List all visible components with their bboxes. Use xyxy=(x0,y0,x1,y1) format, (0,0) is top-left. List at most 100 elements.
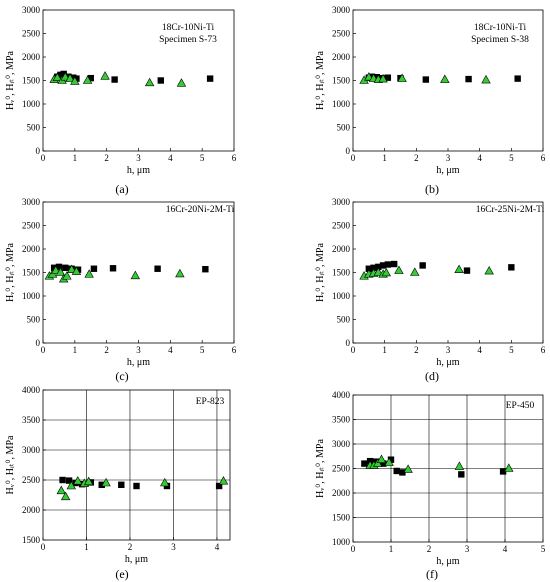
annotation-text: 18Cr-10Ni-Ti xyxy=(474,23,527,33)
y-tick-label: 2500 xyxy=(332,464,351,474)
x-axis-label: h, μm xyxy=(436,165,459,176)
y-tick-label: 0 xyxy=(36,338,41,348)
x-tick-label: 1 xyxy=(382,153,387,163)
y-tick-label: 3500 xyxy=(332,415,351,425)
annotation-text: EP-823 xyxy=(196,397,225,407)
data-point-square xyxy=(365,265,373,272)
panel-a: 0 1 2 3 4 5 6 0 500 1000 1500 2000 2500 3000 h, μm Hᵥ⁰,… xyxy=(5,5,237,196)
y-tick-label: 4000 xyxy=(22,385,41,395)
x-tick-label: 5 xyxy=(200,153,205,163)
x-tick-label: 6 xyxy=(541,345,546,355)
data-point-square xyxy=(73,75,80,82)
x-tick-label: 1 xyxy=(389,544,394,554)
y-tick-label: 2000 xyxy=(332,52,351,62)
data-point-square xyxy=(393,467,400,475)
annotation-text: Specimen S-73 xyxy=(159,35,217,45)
data-point-square xyxy=(384,261,392,268)
panel-label: (a) xyxy=(115,182,128,196)
data-point-square xyxy=(133,482,140,490)
data-point-triangle xyxy=(144,77,155,87)
data-point-square xyxy=(370,264,377,271)
x-tick-label: 2 xyxy=(104,345,109,355)
annotation-text: Specimen S-38 xyxy=(471,35,529,45)
y-tick-label: 500 xyxy=(27,315,41,325)
data-point-triangle xyxy=(52,72,63,81)
data-point-triangle xyxy=(481,74,491,84)
y-tick-label: 2500 xyxy=(22,29,41,39)
y-tick-label: 2000 xyxy=(22,52,41,62)
x-tick-label: 0 xyxy=(41,542,46,552)
y-tick-label: 1000 xyxy=(332,291,351,301)
data-point-triangle xyxy=(65,73,75,82)
y-tick-label: 1000 xyxy=(332,537,351,547)
data-point-square xyxy=(514,75,521,82)
data-point-square xyxy=(508,264,515,271)
x-tick-label: 6 xyxy=(232,345,237,355)
x-tick-label: 6 xyxy=(541,153,546,163)
data-point-square xyxy=(361,460,368,467)
data-point-square xyxy=(111,76,118,83)
x-tick-label: 4 xyxy=(168,345,173,355)
data-point-square xyxy=(90,265,98,272)
y-tick-label: 1500 xyxy=(332,513,351,523)
annotation-text: 18Cr-10Ni-Ti xyxy=(162,23,215,33)
data-point-square xyxy=(206,75,214,82)
data-point-square xyxy=(98,481,105,488)
data-point-square xyxy=(62,264,69,271)
panel-d: 0 1 2 3 4 5 6 0 500 1000 1500 2000 2500 3000 h, μm Hᵥ⁰,… xyxy=(315,197,546,383)
panel-label: (c) xyxy=(115,369,128,383)
y-tick-label: 1000 xyxy=(332,99,351,109)
x-tick-label: 5 xyxy=(509,345,514,355)
data-point-triangle xyxy=(66,480,76,490)
data-point-square xyxy=(157,77,164,84)
data-point-square xyxy=(372,458,379,465)
data-point-square xyxy=(458,471,465,478)
y-tick-label: 3000 xyxy=(332,5,351,15)
data-point-triangle xyxy=(160,477,170,487)
y-tick-label: 2500 xyxy=(332,29,351,39)
data-point-triangle xyxy=(504,463,514,472)
data-point-triangle xyxy=(101,477,111,487)
x-tick-label: 2 xyxy=(128,542,133,552)
x-tick-label: 1 xyxy=(73,345,78,355)
annotation-text: 16Cr-20Ni-2M-Ti xyxy=(166,205,235,215)
data-point-square xyxy=(215,482,223,490)
y-axis-label: Hᵥ⁰, Hᵢₜ⁰, MPa xyxy=(315,243,326,302)
y-axis-label: Hᵥ⁰, Hᵢₜ⁰, MPa xyxy=(315,439,326,498)
data-point-square xyxy=(422,76,430,83)
x-tick-label: 0 xyxy=(41,153,46,163)
panel-label: (d) xyxy=(425,369,439,383)
y-tick-label: 2500 xyxy=(22,475,41,485)
x-tick-label: 3 xyxy=(171,542,176,552)
data-point-triangle xyxy=(71,266,82,275)
data-point-triangle xyxy=(55,267,66,276)
data-point-triangle xyxy=(66,264,77,273)
data-point-triangle xyxy=(454,461,465,470)
y-tick-label: 3000 xyxy=(332,197,351,207)
data-point-square xyxy=(463,267,471,274)
annotation-text: EP-450 xyxy=(506,401,535,411)
x-tick-label: 5 xyxy=(541,544,546,554)
x-tick-label: 5 xyxy=(200,345,205,355)
data-point-triangle xyxy=(60,491,71,501)
data-point-triangle xyxy=(394,265,404,274)
x-tick-label: 3 xyxy=(446,345,451,355)
x-tick-label: 4 xyxy=(215,542,220,552)
data-point-square xyxy=(380,460,387,467)
y-tick-label: 500 xyxy=(27,123,41,133)
data-point-square xyxy=(55,263,63,271)
panel-label: (b) xyxy=(425,182,439,196)
data-point-square xyxy=(50,264,58,271)
y-tick-label: 2500 xyxy=(332,221,351,231)
x-tick-label: 0 xyxy=(351,153,356,163)
data-point-square xyxy=(390,260,398,268)
y-tick-label: 1500 xyxy=(22,535,41,545)
data-point-square xyxy=(65,477,73,484)
data-point-triangle xyxy=(373,267,384,276)
data-point-square xyxy=(202,266,209,273)
data-point-triangle xyxy=(376,454,387,463)
data-point-square xyxy=(384,74,392,81)
panel-c: 0 1 2 3 4 5 6 0 500 1000 1500 2000 2500 3000 h, μm Hᵥ⁰,… xyxy=(5,197,237,383)
data-point-triangle xyxy=(378,73,388,83)
x-tick-label: 4 xyxy=(503,544,508,554)
